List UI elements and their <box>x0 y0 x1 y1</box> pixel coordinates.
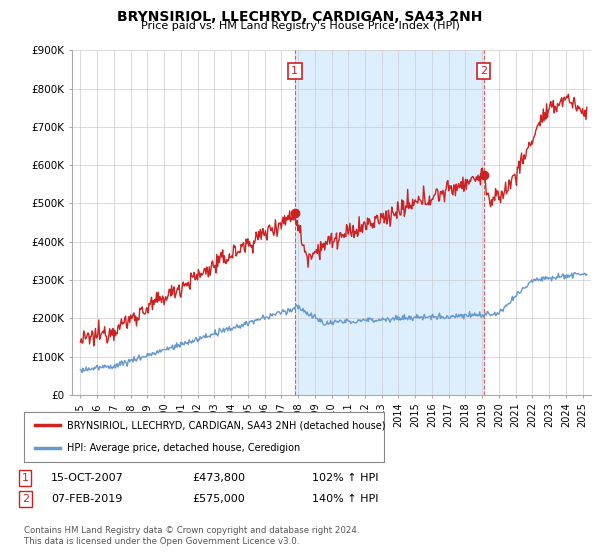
Text: BRYNSIRIOL, LLECHRYD, CARDIGAN, SA43 2NH (detached house): BRYNSIRIOL, LLECHRYD, CARDIGAN, SA43 2NH… <box>67 420 386 430</box>
Text: BRYNSIRIOL, LLECHRYD, CARDIGAN, SA43 2NH: BRYNSIRIOL, LLECHRYD, CARDIGAN, SA43 2NH <box>118 10 482 24</box>
Text: £473,800: £473,800 <box>192 473 245 483</box>
Text: 1: 1 <box>291 66 298 76</box>
Text: Contains HM Land Registry data © Crown copyright and database right 2024.
This d: Contains HM Land Registry data © Crown c… <box>24 526 359 546</box>
Text: 2: 2 <box>480 66 487 76</box>
Text: £575,000: £575,000 <box>192 494 245 504</box>
Text: 1: 1 <box>22 473 29 483</box>
Bar <box>295 50 484 395</box>
Text: Price paid vs. HM Land Registry's House Price Index (HPI): Price paid vs. HM Land Registry's House … <box>140 21 460 31</box>
Text: 07-FEB-2019: 07-FEB-2019 <box>51 494 122 504</box>
Text: 2: 2 <box>22 494 29 504</box>
Text: 15-OCT-2007: 15-OCT-2007 <box>51 473 124 483</box>
Text: HPI: Average price, detached house, Ceredigion: HPI: Average price, detached house, Cere… <box>67 444 301 454</box>
Text: 102% ↑ HPI: 102% ↑ HPI <box>312 473 379 483</box>
Text: 140% ↑ HPI: 140% ↑ HPI <box>312 494 379 504</box>
